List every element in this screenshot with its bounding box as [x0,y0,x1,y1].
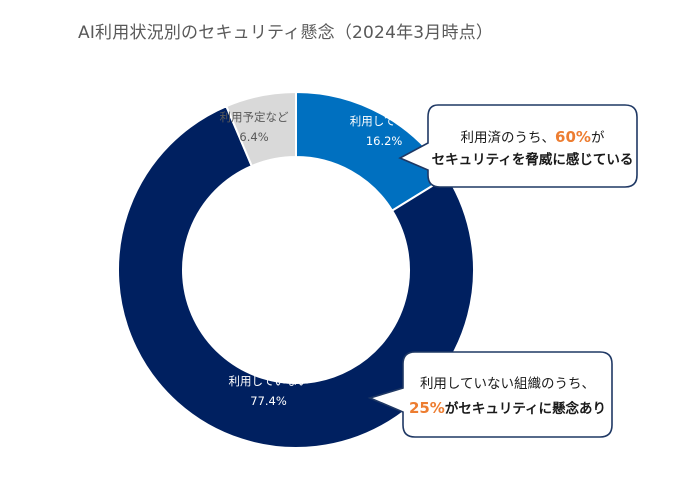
callout-usage-text: 利用済のうち、60%が セキュリティを脅威に感じている [428,126,637,171]
slice-value-1: 77.4% [250,394,287,408]
slice-label-1: 利用していない [228,374,308,388]
slice-label-2: 利用予定など [220,110,289,124]
callout-nonusage-line1: 利用していない組織のうち、 [419,376,596,392]
callout-nonusage-text: 利用していない組織のうち、 25%がセキュリティに懸念あり [403,372,612,421]
callout-usage-bubble [398,104,638,188]
donut-slice-2 [225,90,297,168]
callout-usage-percent: 60% [555,128,591,146]
slice-value-0: 16.2% [366,134,403,148]
slice-label-0: 利用している [350,114,419,128]
callout-usage-line1: 利用済のうち、60%が [460,128,605,146]
slice-value-2: 6.4% [239,130,268,144]
callout-usage-line2: セキュリティを脅威に感じている [431,152,634,168]
callout-nonusage-bubble [367,351,613,438]
callout-nonusage-percent: 25% [408,399,445,417]
callout-nonusage-line2: 25%がセキュリティに懸念あり [408,399,607,417]
chart-title: AI利用状況別のセキュリティ懸念（2024年3月時点） [78,23,494,43]
